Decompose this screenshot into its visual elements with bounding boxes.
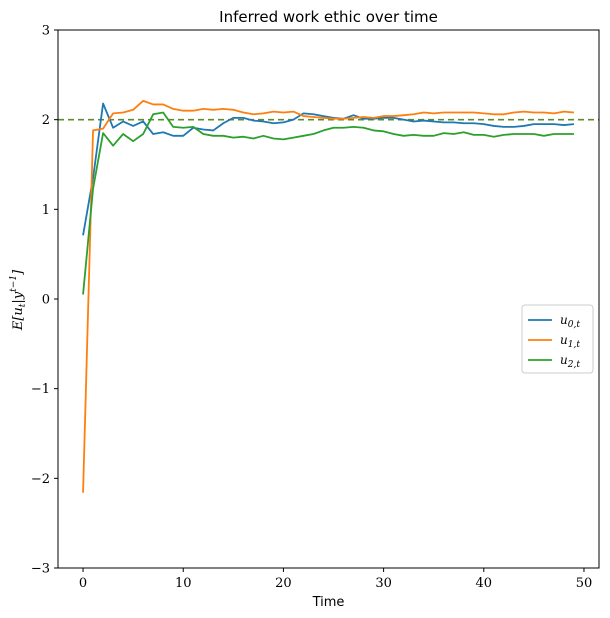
legend: u0,t u1,t u2,t: [521, 304, 594, 374]
legend-label: u0,t: [560, 313, 580, 330]
plot-area: [57, 29, 600, 569]
x-tick-label: 0: [79, 576, 87, 591]
legend-label: u1,t: [560, 333, 580, 350]
y-tick-label: 0: [42, 293, 50, 308]
series-line-0: [82, 102, 575, 236]
legend-label: u2,t: [560, 353, 580, 370]
x-axis: 0 10 20 30 40 50: [79, 568, 592, 591]
series-line-2: [82, 111, 574, 295]
x-tick-label: 50: [576, 576, 593, 591]
y-tick-label: −3: [31, 562, 50, 577]
series-line-1: [82, 99, 575, 493]
chart-title: Inferred work ethic over time: [219, 8, 438, 26]
y-axis: −3 −2 −1 0 1 2 3: [31, 24, 58, 577]
x-tick-label: 40: [476, 576, 493, 591]
svg-text:E[ut|yt−1]: E[ut|yt−1]: [9, 269, 28, 331]
y-axis-label: E[ut|yt−1]: [9, 269, 28, 331]
legend-box: [521, 304, 594, 374]
x-tick-label: 20: [275, 576, 292, 591]
y-tick-label: −2: [31, 472, 50, 487]
y-tick-label: 1: [42, 203, 50, 218]
y-tick-label: 3: [42, 24, 50, 39]
x-tick-label: 10: [175, 576, 192, 591]
plot-frame: [57, 29, 600, 569]
y-tick-label: −1: [31, 382, 50, 397]
x-tick-label: 30: [375, 576, 392, 591]
x-axis-label: Time: [312, 595, 345, 610]
y-tick-label: 2: [42, 113, 50, 128]
